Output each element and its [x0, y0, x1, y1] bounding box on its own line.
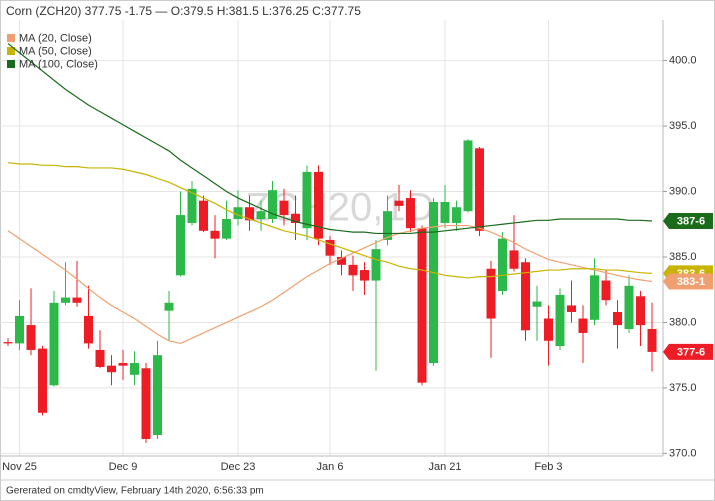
candle-body: [544, 318, 553, 341]
candle-body: [567, 305, 576, 312]
candle-body: [176, 215, 185, 276]
y-tick-label: 370.0: [669, 447, 697, 459]
candle-body: [61, 297, 70, 303]
y-tick-label: 395.0: [669, 120, 697, 132]
candle-body: [406, 198, 415, 229]
candle-body: [314, 171, 323, 239]
candle-body: [578, 318, 588, 333]
y-tick-label: 380.0: [669, 316, 697, 328]
candle-body: [647, 328, 657, 352]
price-tag: [663, 273, 713, 290]
candle-body: [118, 363, 128, 366]
candle-body: [440, 201, 450, 223]
candle-body: [3, 342, 13, 344]
footer: Gererated on cmdtyView, February 14th 20…: [6, 486, 264, 497]
candle-body: [107, 365, 116, 373]
candle-body: [268, 190, 277, 220]
y-tick-label: 400.0: [669, 54, 697, 66]
x-tick-label: Dec 23: [221, 461, 256, 473]
price-tag-label: 383-1: [677, 276, 705, 288]
candle-body: [38, 348, 47, 413]
legend-swatch: [7, 47, 15, 55]
x-tick-label: Nov 25: [2, 461, 37, 473]
candle-body: [394, 200, 404, 206]
candle-body: [475, 148, 484, 231]
candle-body: [233, 207, 243, 220]
candle-body: [590, 275, 599, 320]
legend-swatch: [7, 60, 15, 68]
candle-body: [291, 213, 300, 223]
candle-body: [49, 302, 59, 386]
price-tag-label: 377-6: [677, 346, 705, 358]
candle-body: [210, 230, 220, 239]
candle-body: [130, 363, 139, 375]
candle-body: [84, 315, 93, 344]
candle-body: [555, 294, 565, 347]
legend-swatch: [7, 34, 15, 42]
watermark: ZCH20,1D: [246, 186, 435, 230]
candle-body: [348, 264, 358, 276]
x-tick-label: Jan 21: [428, 461, 461, 473]
candle-body: [498, 238, 507, 292]
candle-body: [429, 201, 438, 364]
candle-body: [337, 256, 346, 265]
candle-body: [371, 249, 381, 281]
candle-body: [72, 297, 82, 303]
ma-line: [7, 43, 653, 235]
candle-body: [26, 325, 36, 350]
candle-body: [636, 296, 645, 326]
candle-body: [279, 200, 289, 216]
candle-body: [486, 268, 496, 319]
candle-body: [325, 239, 335, 256]
candle-body: [302, 171, 312, 229]
candle-body: [509, 250, 519, 269]
candle-body: [360, 270, 369, 281]
candle-body: [153, 355, 162, 436]
grid: [0, 20, 663, 456]
legend-label: MA (20, Close): [19, 32, 92, 44]
candle-body: [245, 207, 254, 221]
x-tick-label: Jan 6: [317, 461, 344, 473]
ma-line: [7, 224, 653, 345]
candle-body: [141, 368, 151, 439]
candle-body: [521, 262, 530, 331]
candle-body: [256, 211, 266, 220]
candle-body: [199, 200, 208, 231]
y-tick-label: 390.0: [669, 185, 697, 197]
chart-title: Corn (ZCH20) 377.75 -1.75 — O:379.5 H:38…: [6, 4, 361, 18]
y-tick-label: 385.0: [669, 251, 697, 263]
candle-body: [187, 188, 197, 223]
candle-body: [383, 211, 392, 240]
candle-body: [164, 302, 174, 311]
price-tag: [663, 343, 713, 360]
candle-body: [624, 285, 634, 329]
candle-body: [417, 228, 427, 383]
legend-label: MA (100, Close): [19, 58, 98, 70]
candle-body: [463, 140, 473, 212]
ma-line: [7, 162, 653, 279]
candle-body: [532, 301, 542, 307]
x-tick-label: Dec 9: [109, 461, 138, 473]
y-tick-label: 375.0: [669, 382, 697, 394]
price-tag-label: 387-6: [677, 215, 705, 227]
candle-body: [601, 280, 611, 301]
candle-body: [15, 315, 24, 344]
candle-body: [95, 349, 105, 367]
candle-body: [452, 207, 461, 223]
candle-body: [222, 219, 231, 239]
candle-body: [613, 311, 622, 326]
x-tick-label: Feb 3: [534, 461, 562, 473]
price-tag: [663, 212, 713, 229]
legend-label: MA (50, Close): [19, 45, 92, 57]
